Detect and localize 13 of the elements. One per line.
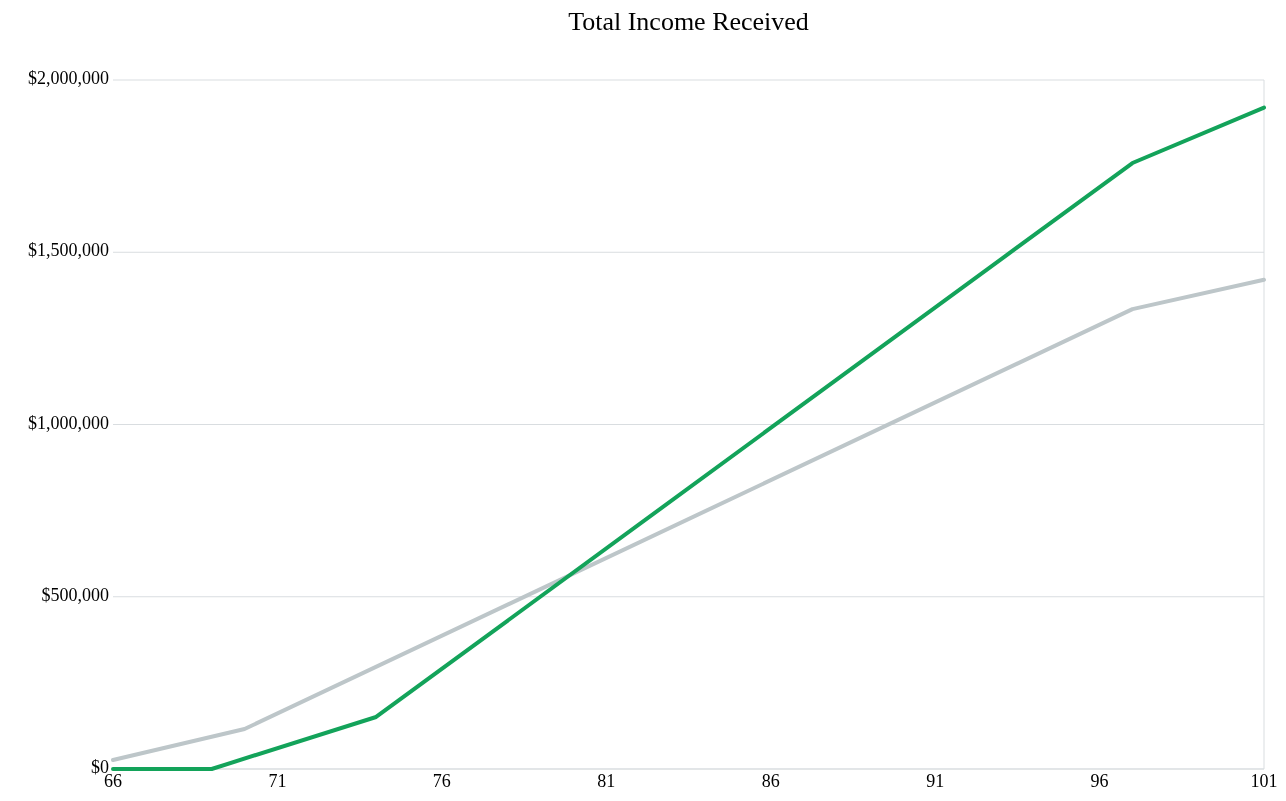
y-tick-label: $1,500,000: [28, 240, 109, 261]
chart-title: Total Income Received: [568, 7, 809, 36]
x-tick-label: 86: [761, 771, 780, 791]
x-tick-label: 101: [1250, 771, 1278, 791]
y-tick-label: $2,000,000: [28, 68, 109, 89]
y-tick-label: $1,000,000: [28, 412, 109, 433]
line-series: [111, 277, 1266, 763]
x-tick-label: 81: [597, 771, 616, 791]
x-tick-label: 91: [926, 771, 945, 791]
x-tick-label: 96: [1090, 771, 1109, 791]
x-tick-label: 71: [268, 771, 287, 791]
y-tick-label: $500,000: [41, 584, 109, 605]
x-tick-label: 76: [432, 771, 451, 791]
